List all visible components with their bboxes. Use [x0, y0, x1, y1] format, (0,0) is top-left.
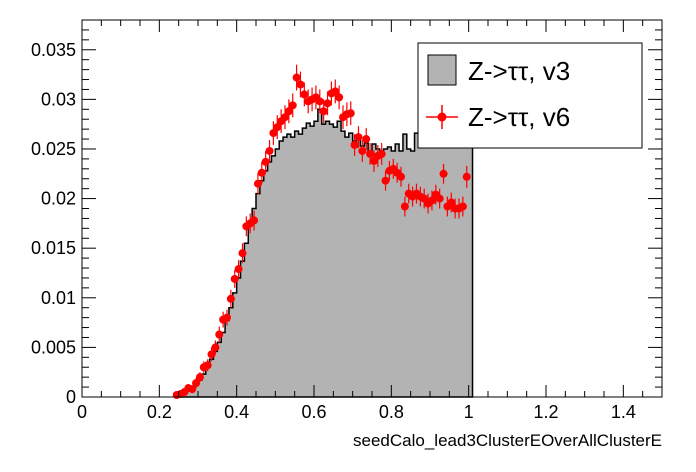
- legend: Z->ττ, v3 Z->ττ, v6: [417, 42, 643, 149]
- x-tick-label: 1: [464, 402, 474, 422]
- y-axis: 0 0.005 0.01 0.015 0.02 0.025 0.03 0.035: [31, 19, 662, 407]
- legend-label-v3: Z->ττ, v3: [468, 56, 570, 86]
- data-point: [281, 113, 289, 122]
- data-point: [427, 196, 436, 205]
- data-point: [335, 93, 344, 102]
- legend-swatch-v3: [427, 54, 457, 86]
- data-point: [207, 350, 216, 359]
- data-point: [223, 313, 231, 322]
- data-point: [362, 135, 371, 144]
- data-point: [319, 107, 328, 116]
- x-axis-title: seedCalo_lead3ClusterEOverAllClusterE: [353, 431, 662, 450]
- data-point: [292, 73, 301, 82]
- data-point: [323, 99, 332, 108]
- data-point: [331, 87, 340, 96]
- data-point: [377, 149, 386, 158]
- data-point: [230, 274, 239, 283]
- x-tick-label: 0.2: [147, 402, 172, 422]
- data-point: [462, 172, 471, 181]
- data-point: [358, 146, 367, 155]
- x-axis: 0 0.2 0.4 0.6 0.8 1 1.2 1.4: [77, 20, 663, 422]
- data-point: [354, 133, 363, 142]
- x-tick-label: 0.6: [301, 402, 326, 422]
- data-point: [300, 90, 309, 99]
- data-point: [257, 168, 266, 177]
- data-points-layer: [172, 64, 471, 400]
- legend-marker-v6: [437, 112, 447, 122]
- data-point: [215, 330, 224, 339]
- data-point: [265, 146, 274, 155]
- data-point: [192, 379, 201, 388]
- x-tick-label: 0: [77, 402, 87, 422]
- data-point: [397, 172, 405, 181]
- x-tick-label: 0.4: [224, 402, 249, 422]
- data-point: [315, 97, 324, 106]
- data-point: [269, 129, 278, 138]
- data-point: [381, 176, 390, 185]
- y-tick-label: 0: [66, 387, 76, 407]
- y-tick-label: 0.01: [41, 288, 76, 308]
- data-point: [366, 149, 375, 158]
- data-point: [400, 202, 409, 211]
- data-point: [195, 373, 204, 382]
- data-point: [261, 157, 270, 166]
- data-point: [447, 198, 456, 207]
- data-point: [288, 101, 297, 110]
- data-point: [253, 179, 262, 188]
- y-tick-label: 0.005: [31, 337, 76, 357]
- data-point: [439, 169, 448, 178]
- data-point: [203, 361, 212, 370]
- data-point: [188, 385, 197, 394]
- y-tick-label: 0.02: [41, 189, 76, 209]
- data-point: [226, 294, 235, 303]
- legend-label-v6: Z->ττ, v6: [468, 102, 570, 132]
- data-point: [458, 202, 467, 211]
- data-point: [350, 141, 359, 150]
- data-point: [346, 109, 355, 118]
- y-tick-label: 0.025: [31, 139, 76, 159]
- y-tick-label: 0.015: [31, 238, 76, 258]
- data-point: [273, 123, 282, 132]
- data-point: [250, 216, 259, 225]
- y-tick-label: 0.035: [31, 40, 76, 60]
- data-point: [211, 343, 220, 352]
- data-point: [284, 107, 293, 116]
- data-point: [238, 249, 247, 258]
- x-tick-label: 0.8: [379, 402, 404, 422]
- x-tick-label: 1.4: [611, 402, 636, 422]
- data-point: [296, 80, 305, 89]
- data-point: [234, 265, 243, 274]
- x-tick-label: 1.2: [533, 402, 558, 422]
- data-point: [435, 194, 444, 203]
- y-tick-label: 0.03: [41, 89, 76, 109]
